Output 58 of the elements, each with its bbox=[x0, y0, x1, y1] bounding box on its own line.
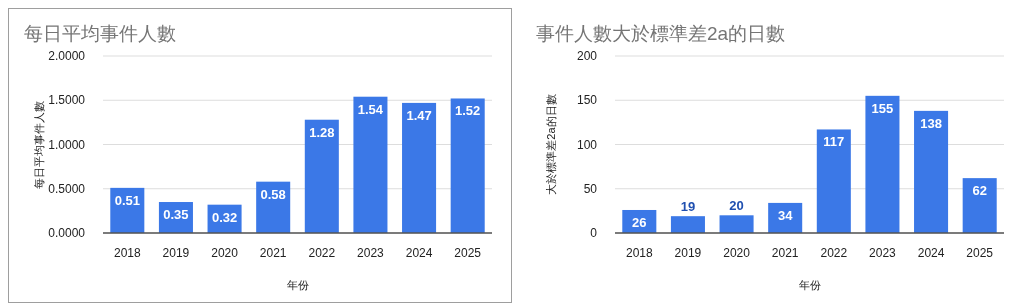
x-tick-label: 2022 bbox=[308, 246, 336, 260]
data-label: 138 bbox=[920, 115, 942, 131]
x-tick-label: 2023 bbox=[357, 246, 385, 260]
chart-title: 每日平均事件人數 bbox=[24, 23, 176, 44]
x-tick-label: 2024 bbox=[917, 246, 945, 260]
y-tick-label: 0.0000 bbox=[48, 226, 86, 240]
data-label: 0.51 bbox=[114, 192, 140, 208]
bar bbox=[670, 216, 705, 233]
data-label: 20 bbox=[729, 198, 744, 214]
y-axis-title: 每日平均事件人數 bbox=[33, 100, 45, 189]
bar bbox=[304, 119, 339, 233]
data-label: 26 bbox=[632, 214, 647, 230]
data-label: 0.58 bbox=[260, 186, 286, 202]
bar bbox=[962, 178, 997, 233]
y-tick-label: 100 bbox=[576, 137, 598, 152]
bar bbox=[450, 98, 485, 233]
data-label: 1.47 bbox=[406, 107, 432, 123]
data-label: 1.52 bbox=[455, 103, 481, 119]
y-tick-label: 150 bbox=[576, 93, 598, 108]
x-tick-label: 2021 bbox=[771, 246, 799, 260]
data-label: 0.35 bbox=[163, 207, 189, 223]
data-label: 1.28 bbox=[309, 124, 335, 140]
bar bbox=[914, 110, 949, 233]
x-tick-label: 2019 bbox=[674, 246, 702, 260]
bar bbox=[353, 96, 388, 233]
y-tick-label: 2.0000 bbox=[48, 49, 86, 63]
x-tick-label: 2020 bbox=[723, 246, 751, 260]
x-tick-label: 2025 bbox=[454, 246, 482, 260]
data-label: 117 bbox=[823, 134, 845, 150]
x-tick-label: 2021 bbox=[259, 246, 287, 260]
bar bbox=[402, 102, 437, 233]
y-tick-label: 0 bbox=[590, 226, 598, 240]
y-tick-label: 200 bbox=[576, 49, 598, 63]
data-label: 62 bbox=[972, 183, 987, 199]
x-tick-label: 2019 bbox=[162, 246, 190, 260]
bar bbox=[865, 95, 900, 233]
y-tick-label: 1.5000 bbox=[48, 93, 86, 108]
x-axis-title: 年份 bbox=[286, 279, 309, 291]
bar bbox=[719, 215, 754, 233]
x-tick-label: 2018 bbox=[625, 246, 653, 260]
x-tick-label: 2023 bbox=[869, 246, 897, 260]
data-label: 0.32 bbox=[211, 209, 238, 225]
x-tick-label: 2024 bbox=[405, 246, 433, 260]
x-axis-title: 年份 bbox=[798, 279, 821, 291]
x-tick-label: 2018 bbox=[113, 246, 141, 260]
y-axis-title: 大於標準差2a的日數 bbox=[545, 94, 557, 195]
data-label: 155 bbox=[871, 100, 894, 116]
data-label: 34 bbox=[777, 207, 794, 223]
chart-title: 事件人數大於標準差2a的日數 bbox=[536, 23, 786, 44]
x-tick-label: 2022 bbox=[820, 246, 848, 260]
x-tick-label: 2020 bbox=[211, 246, 239, 260]
y-tick-label: 1.0000 bbox=[48, 137, 86, 152]
data-label: 1.54 bbox=[357, 101, 384, 117]
x-tick-label: 2025 bbox=[966, 246, 994, 260]
y-tick-label: 50 bbox=[583, 181, 598, 196]
data-label: 19 bbox=[680, 199, 696, 215]
bar bbox=[816, 129, 851, 233]
y-tick-label: 0.5000 bbox=[48, 181, 86, 196]
